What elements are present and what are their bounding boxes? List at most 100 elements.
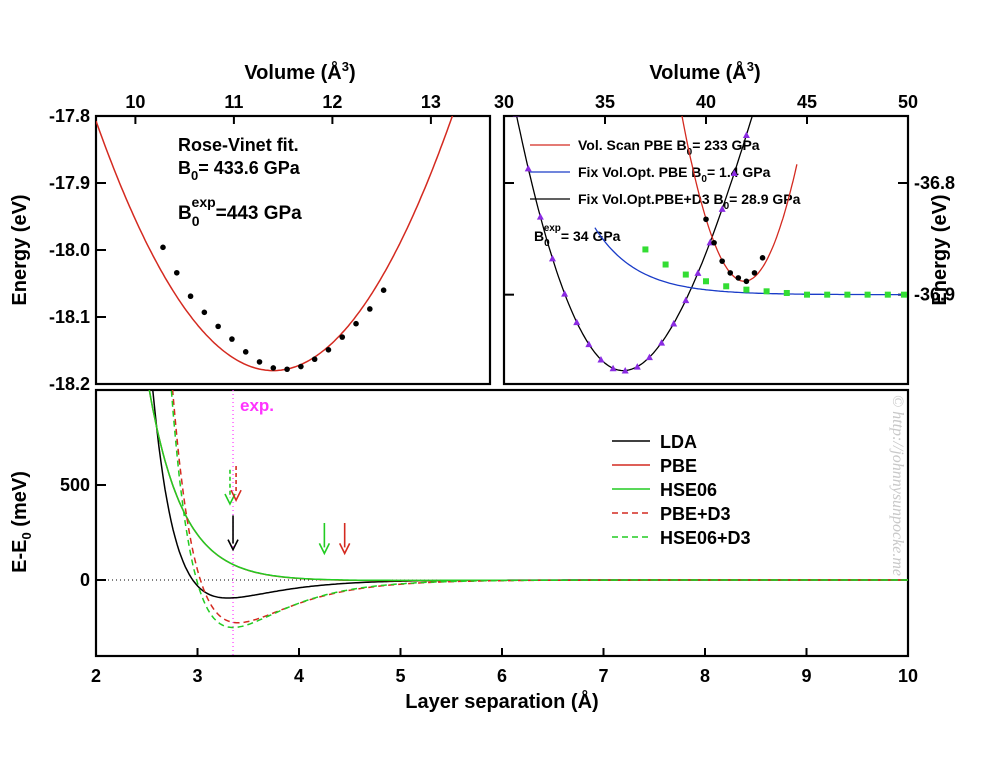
legend-label-pbe: PBE: [660, 456, 697, 476]
tr-top-tick-label: 30: [494, 92, 514, 112]
tr-top-tick-label: 45: [797, 92, 817, 112]
minimum-arrow-head: [318, 543, 331, 556]
tr-fix-vol-opt-pbe-d3-line: [515, 116, 753, 372]
tl-data-point: [298, 363, 304, 370]
b-x-tick-label: 4: [294, 666, 304, 686]
tl-rose-vinet-fit-line: [96, 116, 454, 372]
tr-pbe-d3-point: [512, 116, 520, 117]
tr-scan-pbe-point: [759, 255, 766, 261]
tr-y-tick-label: -36.8: [914, 173, 955, 193]
tl-data-point: [242, 349, 249, 355]
tr-fix-pbe-point: [884, 291, 891, 298]
tr-pbe-d3-point: [658, 339, 666, 346]
tr-fix-pbe-point: [783, 289, 790, 296]
tl-data-point: [229, 336, 235, 342]
tr-fix-pbe-point: [662, 261, 669, 268]
tr-scan-pbe-point: [711, 239, 717, 246]
tr-fix-pbe-point: [723, 283, 730, 290]
tr-fix-pbe-point: [703, 278, 709, 285]
tl-data-point: [173, 269, 180, 276]
tr-fix-pbe-point: [900, 291, 907, 298]
tr-top-tick-label: 35: [595, 92, 615, 112]
tl-data-point: [325, 347, 332, 353]
tl-top-tick-label: 12: [322, 92, 342, 112]
tl-data-point: [367, 306, 373, 312]
top-right-volume-axis-title: Volume (Å3): [649, 59, 760, 84]
b-y-tick-label: 0: [80, 570, 90, 590]
bottom-legend: LDA PBE HSE06 PBE+D3 HSE06+D3: [612, 432, 751, 548]
b-y-tick-label: 500: [60, 475, 90, 495]
tr-pbe-d3-point: [548, 254, 556, 262]
tr-fix-pbe-point: [844, 291, 851, 298]
top-right-energy-axis-title: Energy (eV): [929, 194, 951, 305]
tl-data-point: [270, 365, 277, 371]
tr-pbe-d3-point: [718, 205, 726, 212]
tr-pbe-d3-point: [573, 318, 581, 326]
b-x-tick-label: 3: [192, 666, 202, 686]
tl-data-point: [256, 359, 263, 365]
tr-scan-pbe-point: [751, 270, 758, 276]
minimum-arrow-head: [224, 493, 236, 506]
tl-y-tick-label: -18.1: [49, 307, 90, 327]
legend-label-lda: LDA: [660, 432, 697, 452]
tr-pbe-d3-point: [670, 319, 678, 327]
tl-y-tick-label: -17.8: [49, 106, 90, 126]
b-x-tick-label: 6: [497, 666, 507, 686]
tr-scan-pbe-point: [703, 216, 709, 223]
top-right-bulk-modulus-exp-label: B0exp= 34 GPa: [534, 223, 621, 249]
legend-label-fix-vol-opt-pbe-d3: Fix Vol.Opt.PBE+D3 B0= 28.9 GPa: [578, 191, 801, 212]
tl-y-tick-label: -18.2: [49, 374, 90, 394]
tr-y-tick-label: -36.9: [914, 285, 955, 305]
tr-pbe-d3-point: [597, 356, 605, 363]
bottom-energy-axis-title: E-E0 (meV): [9, 471, 34, 573]
tr-top-tick-label: 50: [898, 92, 918, 112]
tl-data-point: [284, 366, 290, 373]
minimum-arrow-head: [230, 489, 242, 502]
tr-pbe-d3-point: [633, 363, 641, 370]
tr-top-tick-label: 40: [696, 92, 716, 112]
tr-scan-pbe-point: [735, 275, 742, 281]
tr-fix-pbe-point: [763, 288, 770, 295]
legend-label-hse06-d3: HSE06+D3: [660, 528, 751, 548]
tl-top-tick-label: 11: [224, 92, 243, 112]
tr-scan-pbe-point: [743, 278, 750, 285]
tr-fix-pbe-point: [804, 291, 810, 298]
bulk-modulus-fit-label: B0= 433.6 GPa: [178, 158, 301, 183]
bottom-plot-area: [96, 390, 908, 656]
chart-marks: 10 11 12 13-17.8-17.9-18.0-18.1-18.230 35 40 4…: [49, 92, 955, 686]
tr-scan-pbe-point: [719, 258, 725, 264]
tl-y-tick-label: -18.0: [49, 240, 90, 260]
tl-y-tick-label: -17.9: [49, 173, 90, 193]
tr-pbe-d3-point: [682, 296, 690, 304]
tl-data-point: [201, 309, 208, 316]
tl-top-tick-label: 10: [125, 92, 145, 112]
tl-data-point: [339, 334, 346, 340]
tr-pbe-d3-point: [585, 340, 593, 348]
legend-label-hse06: HSE06: [660, 480, 717, 500]
tr-pbe-d3-point: [609, 364, 617, 372]
legend-label-fix-vol-opt-pbe: Fix Vol.Opt. PBE B0= 1.4 GPa: [578, 164, 771, 185]
tr-scan-pbe-point: [727, 270, 734, 276]
tr-pbe-d3-point: [742, 131, 750, 139]
legend-label-pbe-d3: PBE+D3: [660, 504, 731, 524]
b-x-tick-label: 10: [898, 666, 918, 686]
b-x-tick-label: 5: [395, 666, 405, 686]
tr-pbe-d3-point: [730, 169, 738, 176]
b-x-tick-label: 8: [700, 666, 710, 686]
tl-data-point: [160, 244, 166, 251]
tr-plot-area: [512, 116, 907, 374]
tr-fix-pbe-point: [743, 286, 750, 293]
bulk-modulus-exp-label: B0exp=443 GPa: [178, 194, 302, 229]
top-right-legend: Vol. Scan PBE B0= 233 GPa Fix Vol.Opt. P…: [530, 137, 801, 212]
tl-data-point: [187, 293, 194, 300]
tl-data-point: [311, 356, 318, 363]
tr-pbe-d3-point: [561, 290, 569, 297]
tr-pbe-d3-point: [621, 367, 629, 374]
tl-data-point: [380, 287, 387, 294]
tl-plot-area: [96, 116, 454, 373]
b-x-tick-label: 2: [91, 666, 101, 686]
tr-fix-pbe-point: [864, 291, 871, 298]
tr-fix-pbe-point: [682, 271, 689, 278]
